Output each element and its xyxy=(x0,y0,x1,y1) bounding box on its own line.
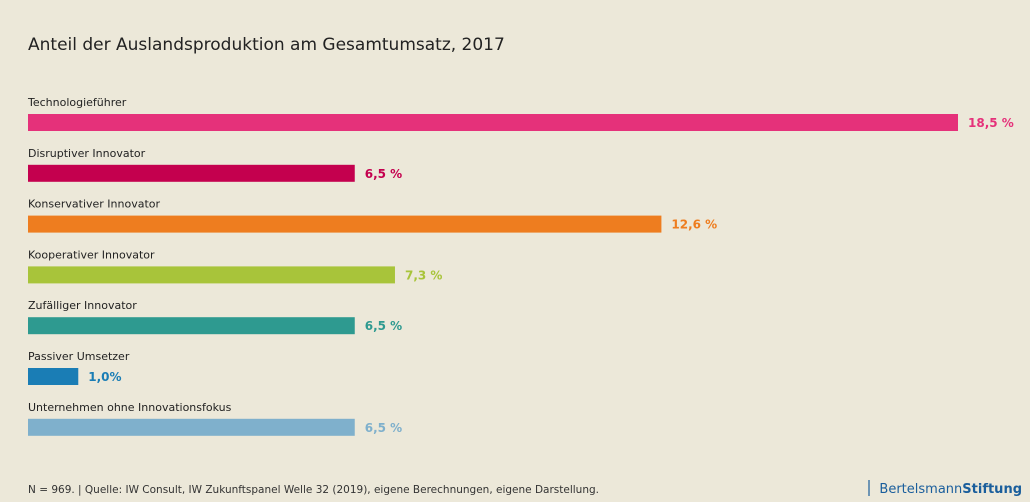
category-label: Zufälliger Innovator xyxy=(28,299,137,312)
footnote: N = 969. | Quelle: IW Consult, IW Zukunf… xyxy=(28,484,599,496)
category-label: Passiver Umsetzer xyxy=(28,350,130,363)
value-label: 6,5 % xyxy=(365,421,402,435)
value-label: 6,5 % xyxy=(365,167,402,181)
bar xyxy=(28,418,355,436)
category-label: Kooperativer Innovator xyxy=(28,248,155,261)
brand-part: Stiftung xyxy=(962,482,1022,497)
category-label: Unternehmen ohne Innovationsfokus xyxy=(28,401,232,414)
brand: BertelsmannStiftung xyxy=(879,482,1022,497)
category-label: Konservativer Innovator xyxy=(28,198,161,211)
bar xyxy=(28,317,355,335)
brand-part: Bertelsmann xyxy=(879,482,962,497)
bar xyxy=(28,114,958,131)
value-label: 1,0% xyxy=(88,370,121,384)
bar xyxy=(28,266,395,284)
bar xyxy=(28,368,79,385)
bar xyxy=(28,164,355,182)
bar xyxy=(28,215,662,233)
category-label: Disruptiver Innovator xyxy=(28,147,146,160)
chart-title: Anteil der Auslandsproduktion am Gesamtu… xyxy=(28,35,505,55)
value-label: 7,3 % xyxy=(405,268,442,282)
value-label: 12,6 % xyxy=(671,218,717,232)
value-label: 6,5 % xyxy=(365,319,402,333)
value-label: 18,5 % xyxy=(968,116,1014,130)
category-label: Technologieführer xyxy=(27,96,127,109)
